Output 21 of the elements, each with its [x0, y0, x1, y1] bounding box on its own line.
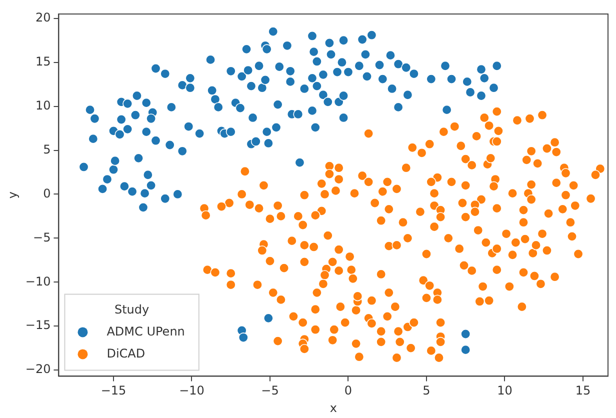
y-tick-label: 15: [35, 54, 51, 68]
x-tick-label: 10: [497, 384, 512, 398]
y-tick-label: 5: [43, 142, 51, 156]
legend-title: Study: [114, 302, 150, 316]
x-tick-label: 15: [575, 384, 591, 398]
y-tick-label: 20: [35, 10, 51, 25]
x-tick-label: −5: [261, 384, 279, 398]
x-axis-title: x: [330, 400, 337, 415]
y-axis-title: y: [5, 192, 20, 199]
x-tick-label: 0: [344, 384, 352, 398]
y-tick-label: −15: [25, 318, 51, 332]
x-tick-label: −15: [100, 384, 126, 398]
x-tick-label: 5: [422, 384, 430, 398]
legend-label: DiCAD: [106, 346, 146, 360]
y-tick-label: −5: [33, 230, 51, 244]
y-tick-label: 10: [35, 98, 51, 112]
y-tick-label: −10: [25, 274, 51, 288]
y-tick-label: 0: [43, 186, 51, 200]
y-tick-label: −20: [25, 362, 51, 376]
x-tick-label: −10: [179, 384, 204, 398]
legend-label: ADMC UPenn: [106, 324, 185, 338]
